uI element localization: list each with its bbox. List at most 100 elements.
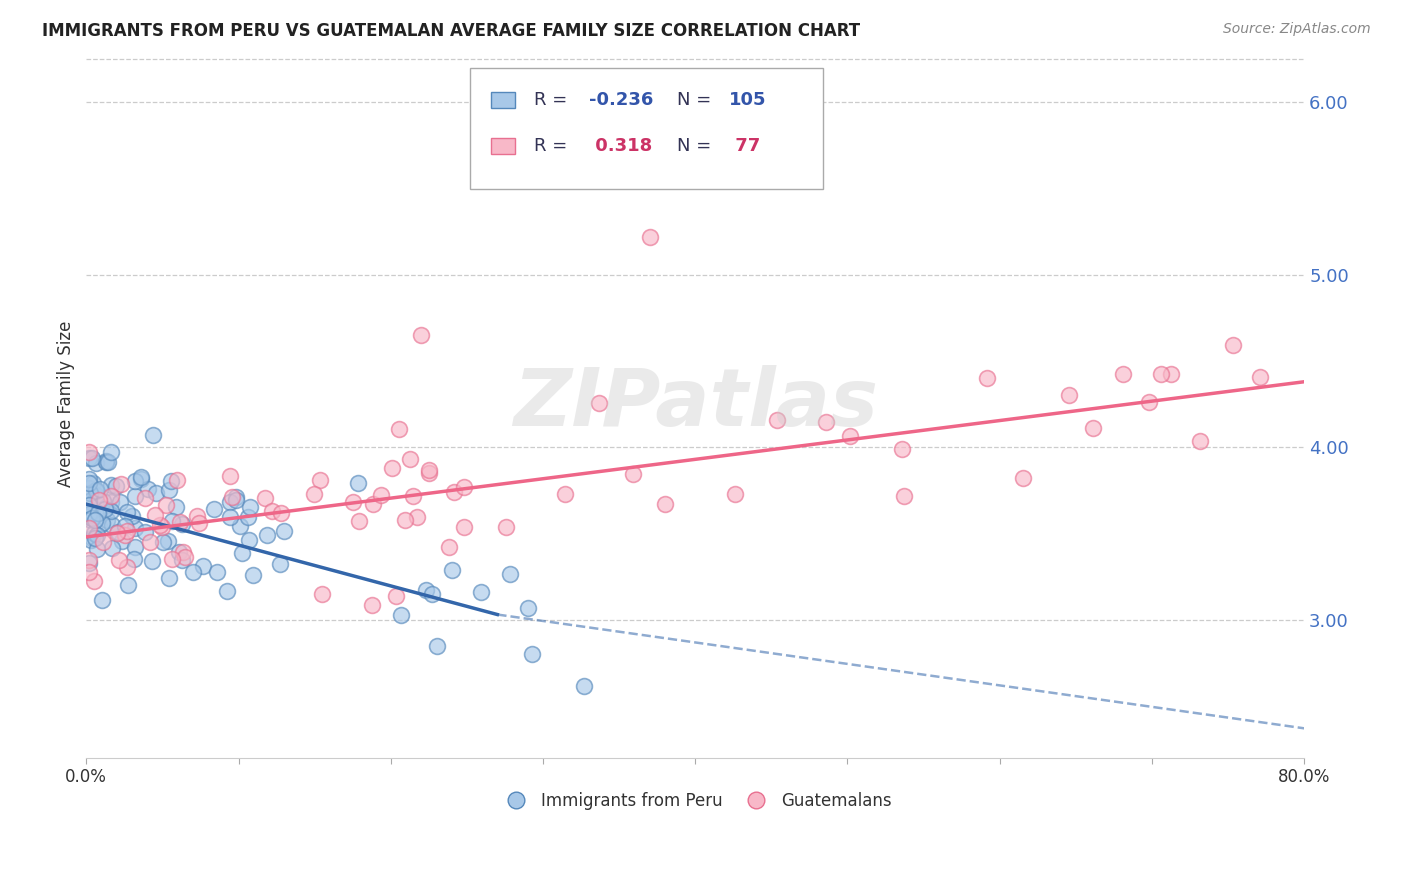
Point — [84, 488, 107, 502]
Point — [96, 513, 118, 527]
Point — [415, 583, 437, 598]
Point — [134, 525, 156, 540]
Point — [80, 450, 103, 465]
Point — [891, 442, 914, 456]
Point — [87, 506, 110, 520]
Point — [124, 475, 146, 489]
Point — [91, 535, 114, 549]
Point — [160, 475, 183, 489]
Point — [96, 455, 118, 469]
Point — [83, 574, 105, 589]
Point — [253, 491, 276, 505]
Text: N =: N = — [676, 137, 717, 155]
Point — [79, 471, 101, 485]
Point — [124, 521, 146, 535]
Point — [101, 517, 124, 532]
Point — [1112, 368, 1135, 382]
Point — [361, 497, 384, 511]
Point — [79, 508, 101, 523]
Point — [388, 422, 411, 436]
Point — [1160, 368, 1182, 382]
Point — [187, 516, 209, 531]
Point — [437, 540, 460, 554]
Point — [443, 485, 465, 500]
Point — [87, 493, 110, 508]
Point — [79, 553, 101, 567]
Point — [495, 520, 517, 534]
Point — [370, 488, 392, 502]
Point — [97, 454, 120, 468]
Point — [79, 520, 101, 534]
Point — [152, 534, 174, 549]
Y-axis label: Average Family Size: Average Family Size — [58, 321, 75, 487]
Point — [231, 546, 253, 560]
Point — [225, 491, 247, 505]
Point — [517, 601, 540, 615]
Point — [361, 598, 384, 612]
Point — [453, 520, 475, 534]
Point — [100, 489, 122, 503]
Point — [172, 516, 194, 531]
Point — [621, 467, 644, 481]
Point — [724, 487, 747, 501]
Point — [205, 565, 228, 579]
Point — [165, 500, 187, 514]
Point — [115, 559, 138, 574]
Point — [225, 492, 247, 507]
Point — [108, 553, 131, 567]
Point — [89, 483, 111, 497]
Point — [141, 554, 163, 568]
Point — [108, 495, 131, 509]
Point — [145, 485, 167, 500]
Point — [976, 371, 998, 385]
Point — [221, 491, 243, 505]
Point — [79, 481, 101, 495]
Point — [229, 519, 252, 533]
Point — [405, 510, 427, 524]
Point — [309, 473, 332, 487]
Point — [84, 513, 107, 527]
Point — [453, 480, 475, 494]
Point — [129, 470, 152, 484]
Point — [394, 513, 416, 527]
Point — [1137, 395, 1160, 409]
Point — [101, 541, 124, 555]
Point — [186, 509, 208, 524]
Point — [160, 552, 183, 566]
FancyBboxPatch shape — [470, 69, 823, 188]
Point — [100, 504, 122, 518]
Point — [385, 589, 408, 603]
Point — [150, 519, 173, 533]
Point — [381, 461, 404, 475]
Point — [169, 516, 191, 530]
Point — [105, 526, 128, 541]
Point — [131, 472, 153, 486]
Point — [79, 498, 101, 512]
Point — [114, 518, 136, 533]
Point — [269, 558, 291, 572]
Text: Source: ZipAtlas.com: Source: ZipAtlas.com — [1223, 22, 1371, 37]
Legend: Immigrants from Peru, Guatemalans: Immigrants from Peru, Guatemalans — [492, 785, 898, 816]
Point — [82, 475, 104, 490]
Point — [82, 532, 104, 546]
Point — [80, 508, 103, 522]
Point — [122, 551, 145, 566]
Point — [115, 524, 138, 538]
Point — [142, 427, 165, 442]
Point — [94, 454, 117, 468]
Point — [84, 531, 107, 545]
Point — [79, 444, 101, 458]
Point — [256, 527, 278, 541]
Point — [143, 508, 166, 522]
Point — [262, 503, 284, 517]
Point — [215, 584, 238, 599]
Point — [83, 526, 105, 541]
Point — [1057, 387, 1080, 401]
Point — [520, 647, 543, 661]
Point — [80, 533, 103, 547]
Point — [638, 230, 661, 244]
Point — [100, 495, 122, 509]
FancyBboxPatch shape — [491, 93, 515, 108]
Point — [107, 525, 129, 540]
Point — [1083, 421, 1105, 435]
